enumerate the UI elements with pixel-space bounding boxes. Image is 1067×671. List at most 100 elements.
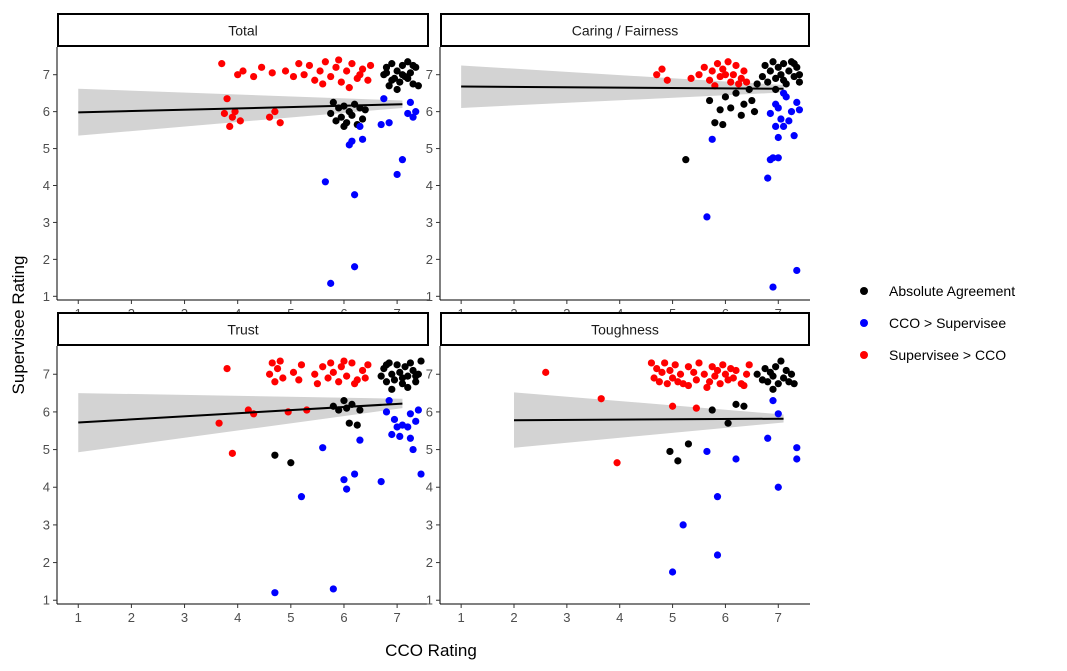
- data-point-cco: [388, 430, 396, 439]
- data-point-agree: [406, 69, 414, 77]
- data-point-cco: [772, 122, 780, 131]
- data-point-agree: [406, 359, 414, 367]
- data-point-sup: [695, 359, 703, 367]
- data-point-sup: [703, 383, 711, 392]
- data-point-sup: [653, 71, 661, 79]
- data-point-cco: [764, 174, 772, 182]
- data-point-agree: [348, 111, 356, 119]
- y-tick-label: 5: [43, 442, 50, 457]
- y-tick-label: 3: [43, 215, 50, 230]
- data-point-cco: [766, 156, 774, 164]
- y-tick-label: 7: [426, 367, 433, 382]
- data-point-cco: [404, 109, 412, 118]
- data-point-agree: [785, 67, 793, 75]
- y-tick-label: 4: [426, 178, 433, 193]
- legend-swatch: [860, 351, 868, 359]
- data-point-agree: [719, 120, 727, 129]
- data-point-cco: [774, 410, 782, 418]
- data-point-agree: [732, 89, 740, 97]
- data-point-sup: [684, 363, 693, 371]
- data-point-cco: [787, 108, 796, 116]
- legend-item: Supervisee > CCO: [860, 347, 1006, 363]
- data-point-sup: [716, 380, 724, 388]
- data-point-agree: [377, 372, 385, 380]
- data-point-cco: [779, 122, 788, 131]
- data-point-sup: [721, 370, 730, 378]
- data-point-sup: [220, 109, 228, 118]
- data-point-sup: [271, 108, 279, 116]
- data-point-cco: [793, 455, 801, 463]
- data-point-sup: [666, 366, 674, 375]
- data-point-cco: [390, 415, 399, 424]
- data-point-sup: [729, 71, 737, 79]
- data-point-agree: [388, 76, 396, 84]
- data-point-sup: [265, 370, 274, 378]
- y-axis-title: Supervisee Rating: [9, 256, 28, 395]
- data-point-agree: [396, 78, 404, 86]
- y-tick-label: 5: [43, 141, 50, 156]
- facet-panel: Trust 1 2 3 4 5 6 7 1 2 3 4 5 6 7: [43, 312, 429, 625]
- data-point-cco: [406, 98, 414, 107]
- y-tick-label: 7: [43, 67, 50, 82]
- data-point-cco: [793, 444, 801, 452]
- data-point-sup: [279, 374, 287, 382]
- data-point-agree: [353, 421, 361, 429]
- data-point-agree: [393, 85, 401, 94]
- data-point-agree: [684, 440, 693, 448]
- data-point-sup: [647, 359, 656, 367]
- regression-line: [461, 85, 784, 90]
- facet-strip-label: Total: [228, 23, 258, 39]
- data-point-agree: [721, 93, 730, 101]
- data-point-sup: [268, 69, 276, 77]
- data-point-sup: [276, 119, 284, 127]
- data-point-cco: [412, 108, 420, 116]
- data-point-sup: [228, 113, 236, 121]
- y-tick-label: 2: [426, 252, 433, 267]
- data-point-cco: [764, 434, 772, 442]
- data-point-cco: [398, 156, 407, 164]
- data-point-sup: [324, 374, 332, 382]
- data-point-cco: [329, 585, 337, 593]
- data-point-sup: [597, 395, 605, 403]
- y-tick-label: 1: [43, 593, 50, 608]
- facet-strip-label: Toughness: [591, 322, 659, 338]
- data-point-cco: [356, 122, 364, 131]
- data-point-cco: [319, 444, 327, 452]
- data-point-sup: [663, 76, 671, 84]
- x-tick-label: 6: [340, 610, 347, 625]
- data-point-cco: [703, 447, 711, 456]
- legend-swatch: [860, 319, 868, 327]
- y-tick-label: 2: [426, 555, 433, 570]
- data-point-agree: [764, 78, 772, 86]
- data-point-agree: [385, 82, 393, 90]
- y-tick-label: 6: [426, 104, 433, 119]
- data-point-cco: [412, 417, 420, 425]
- data-point-agree: [779, 76, 788, 84]
- x-tick-label: 1: [458, 610, 465, 625]
- data-point-sup: [337, 78, 345, 86]
- data-point-agree: [769, 385, 777, 393]
- x-tick-label: 1: [75, 610, 82, 625]
- y-tick-label: 2: [43, 252, 50, 267]
- data-point-cco: [380, 95, 388, 103]
- facet-strip: [57, 13, 429, 47]
- legend-swatch: [860, 287, 868, 295]
- data-point-sup: [742, 370, 751, 378]
- data-point-agree: [398, 380, 407, 388]
- data-point-sup: [226, 122, 234, 131]
- facet-strip: [440, 312, 810, 346]
- data-point-sup: [690, 368, 698, 376]
- data-point-sup: [742, 78, 751, 86]
- legend-label: CCO > Supervisee: [889, 315, 1006, 331]
- data-point-sup: [713, 60, 722, 68]
- data-point-sup: [695, 71, 703, 79]
- data-point-agree: [382, 69, 391, 77]
- data-point-agree: [414, 82, 422, 90]
- data-point-sup: [313, 380, 321, 388]
- data-point-sup: [366, 61, 375, 70]
- data-point-agree: [409, 61, 417, 70]
- data-point-sup: [250, 72, 258, 81]
- data-point-cco: [409, 113, 417, 121]
- y-tick-label: 7: [426, 67, 433, 82]
